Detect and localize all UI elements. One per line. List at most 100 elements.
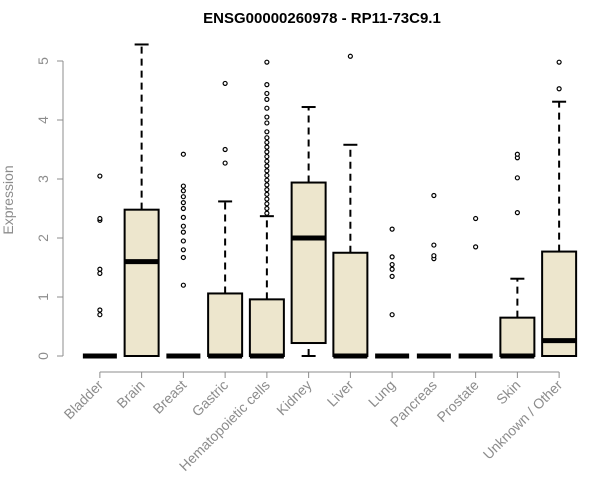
outlier-point [181,230,185,234]
outlier-point [265,197,269,201]
outlier-point [181,224,185,228]
box-7 [375,227,409,356]
outlier-point [474,217,478,221]
outlier-point [265,121,269,125]
x-tick-label: Liver [324,377,357,410]
outlier-point [265,183,269,187]
outlier-point [390,274,394,278]
outlier-point [181,184,185,188]
outlier-point [557,87,561,91]
outlier-point [181,215,185,219]
outlier-point [98,313,102,317]
x-tick-label: Skin [493,377,524,408]
outlier-point [181,283,185,287]
y-tick-label: 3 [35,175,51,183]
outlier-point [348,54,352,58]
x-tick-label: Lung [365,377,398,410]
outlier-point [181,195,185,199]
outlier-point [181,201,185,205]
box-5 [292,107,326,356]
outlier-point [181,207,185,211]
outlier-point [515,152,519,156]
x-tick-label: Breast [150,377,190,417]
outlier-point [390,267,394,271]
outlier-point [223,81,227,85]
outlier-point [181,255,185,259]
box-rect [500,318,534,356]
box-2 [166,152,200,356]
outlier-point [557,60,561,64]
outlier-point [390,263,394,267]
box-rect [125,210,159,356]
box-3 [208,81,242,356]
outlier-point [474,245,478,249]
y-tick-label: 1 [35,293,51,301]
y-tick-label: 0 [35,352,51,360]
outlier-point [515,176,519,180]
box-4 [250,60,284,356]
box-plot-series [83,44,576,356]
y-tick-label: 2 [35,234,51,242]
x-tick-label: Brain [113,377,147,411]
outlier-point [98,174,102,178]
box-rect [333,253,367,356]
box-rect [292,183,326,343]
outlier-point [265,91,269,95]
outlier-point [390,255,394,259]
outlier-point [98,271,102,275]
outlier-point [265,130,269,134]
x-tick-label: Unknown / Other [480,377,566,463]
outlier-point [265,173,269,177]
outlier-point [265,140,269,144]
outlier-point [223,161,227,165]
outlier-point [265,83,269,87]
outlier-point [265,150,269,154]
y-tick-label: 5 [35,57,51,65]
outlier-point [265,169,269,173]
box-1 [125,44,159,356]
outlier-point [181,248,185,252]
outlier-point [265,106,269,110]
y-tick-label: 4 [35,116,51,124]
x-tick-label: Prostate [434,377,482,425]
outlier-point [98,308,102,312]
outlier-point [265,97,269,101]
box-8 [417,194,451,356]
outlier-point [181,239,185,243]
outlier-point [265,178,269,182]
outlier-point [265,60,269,64]
outlier-point [432,194,436,198]
outlier-point [265,202,269,206]
outlier-point [432,243,436,247]
y-axis-label: Expression [0,165,16,234]
y-axis: 0 1 2 3 4 5 [35,57,63,360]
outlier-point [265,136,269,140]
outlier-point [98,267,102,271]
outlier-point [265,159,269,163]
box-rect [250,299,284,356]
outlier-point [265,188,269,192]
box-10 [500,152,534,356]
outlier-point [98,217,102,221]
outlier-point [265,145,269,149]
box-11 [542,60,576,356]
outlier-point [265,115,269,119]
chart-title: ENSG00000260978 - RP11-73C9.1 [203,10,441,27]
outlier-point [390,227,394,231]
box-0 [83,174,117,356]
outlier-point [265,211,269,215]
outlier-point [181,152,185,156]
outlier-point [432,254,436,258]
outlier-point [390,313,394,317]
box-rect [208,293,242,356]
outlier-point [223,148,227,152]
outlier-point [265,155,269,159]
x-tick-label: Bladder [61,377,107,423]
box-9 [459,217,493,356]
outlier-point [265,192,269,196]
x-tick-label: Kidney [273,377,315,419]
outlier-point [265,164,269,168]
box-6 [333,54,367,356]
